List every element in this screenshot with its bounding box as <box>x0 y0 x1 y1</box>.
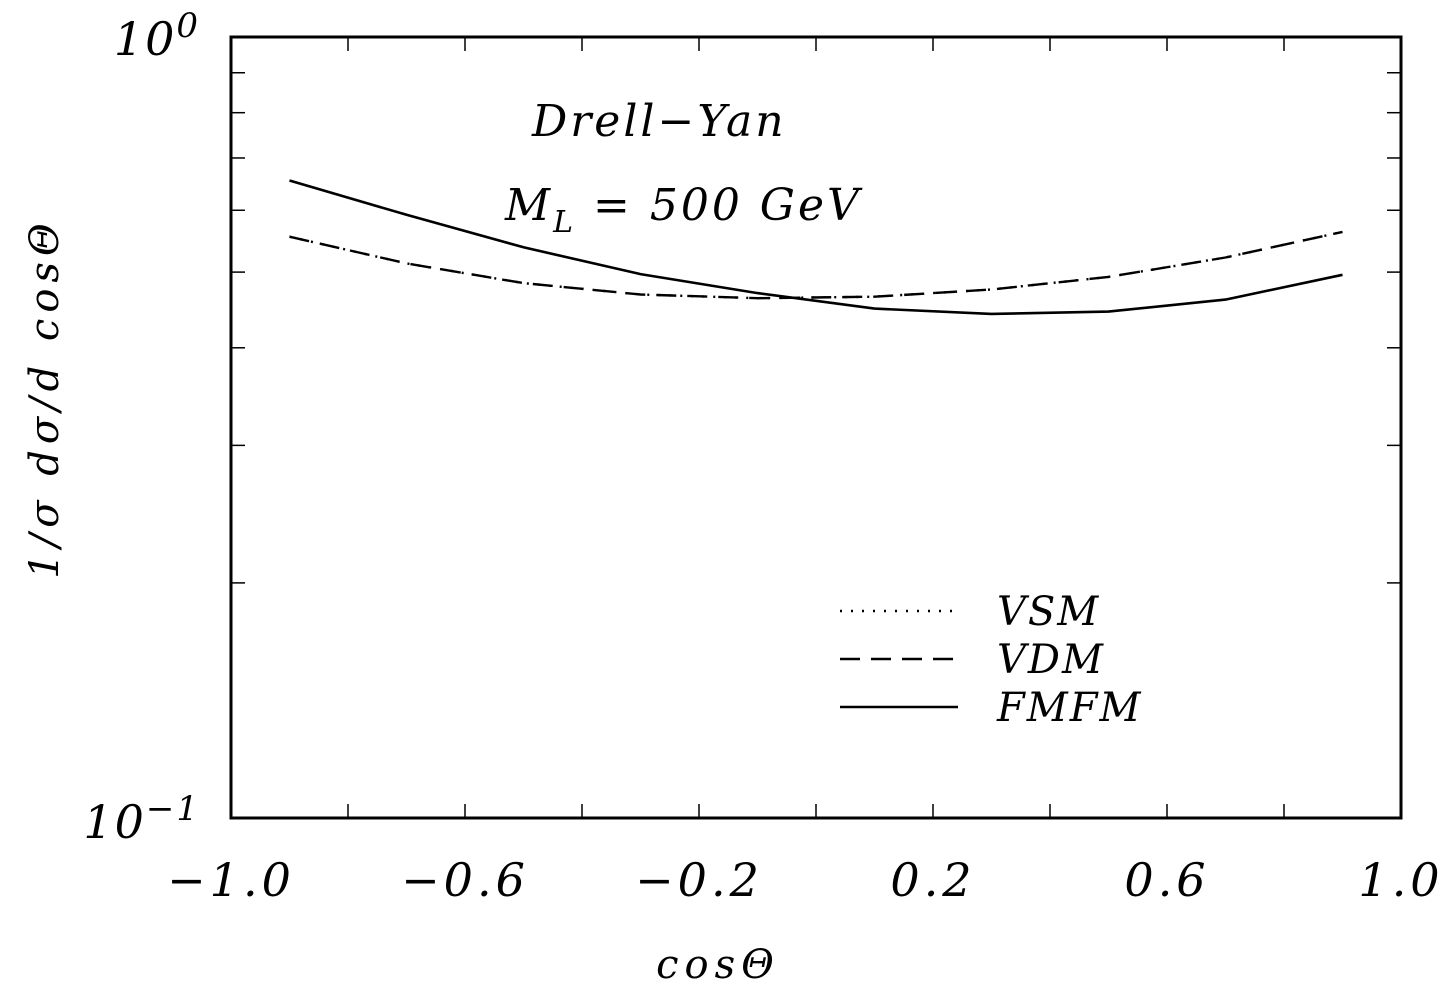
y-axis-label: 1/σ dσ/d cosΘ <box>22 217 68 578</box>
x-tick-label: 1.0 <box>1358 853 1443 907</box>
x-tick-label: −0.6 <box>401 853 529 907</box>
legend-label-vsm: VSM <box>997 589 1100 635</box>
process-annotation: Drell−Yan <box>531 96 787 147</box>
y-tick-exponent: 0 <box>176 6 200 46</box>
y-tick-label: 10−1 <box>83 789 200 849</box>
x-tick-label: −1.0 <box>167 853 295 907</box>
x-tick-label: 0.2 <box>890 853 975 907</box>
mass-value: = 500 GeV <box>576 180 863 231</box>
legend-label-fmfm: FMFM <box>996 685 1142 731</box>
y-tick-base: 10 <box>83 795 146 849</box>
x-tick-label: −0.2 <box>635 853 763 907</box>
legend-label-vdm: VDM <box>997 637 1105 683</box>
x-axis-label: cosΘ <box>656 942 780 985</box>
mass-annotation: ML = 500 GeV <box>504 180 863 240</box>
mass-symbol: M <box>504 180 553 231</box>
x-tick-label: 0.6 <box>1124 853 1209 907</box>
y-tick-exponent: −1 <box>146 789 200 829</box>
y-tick-label: 100 <box>114 6 200 66</box>
plot-frame <box>229 35 1403 820</box>
tick-marks <box>231 37 1401 818</box>
series-fmfm-line <box>289 179 1343 316</box>
x-tick-labels: −1.0 −0.6 −0.2 0.2 0.6 1.0 <box>167 853 1443 907</box>
series-lines <box>289 179 1343 316</box>
y-tick-base: 10 <box>114 12 177 66</box>
mass-subscript: L <box>552 205 576 240</box>
series-vsm-line <box>289 230 1343 300</box>
series-vdm-line <box>289 230 1343 300</box>
